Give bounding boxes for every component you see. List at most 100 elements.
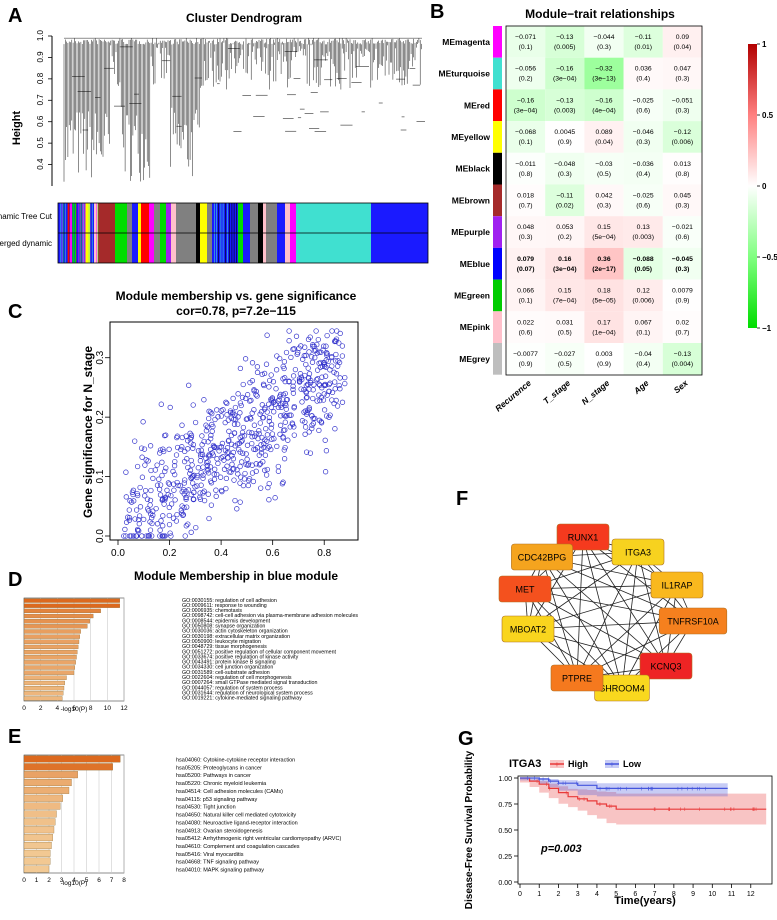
module-color-swatch [493,343,502,375]
heatmap-color-legend: 1 0.5 0 −0.5 −1 [748,40,777,333]
enrichment-x-tick-label: 4 [72,877,76,884]
scatter-point [171,463,178,469]
heatmap-cell [623,311,663,343]
scatter-axes: 0.0 0.2 0.4 0.6 0.8 0.0 0.1 0.2 0.3 [95,350,332,559]
dendrogram-y-ticks: 0.4 0.5 0.6 0.7 0.8 0.9 1.0 [36,29,52,170]
heatmap-cell-correlation: −0.32 [595,66,612,73]
scatter-point [251,446,257,452]
heatmap-cell-pvalue: (5e−05) [592,298,616,305]
heatmap-cell-pvalue: (0.4) [636,361,650,368]
scatter-point [162,533,168,539]
scatter-point [314,367,321,373]
scatter-point [226,437,232,443]
scatter-point [127,498,133,504]
heatmap-cell-pvalue: (0.01) [634,44,652,51]
scatter-point [290,346,296,352]
scatter-point [322,373,329,379]
survival-censor-low: + [616,786,620,793]
scatter-point [142,493,148,499]
scatter-point [249,434,255,440]
scatter-point [237,499,243,505]
panel-label-c: C [8,301,22,323]
module-color-swatch [493,216,502,248]
heatmap-cell [584,152,624,185]
heatmap-cell [545,26,585,58]
kegg-xlabel: -log10(P) [61,880,88,887]
scatter-point [229,461,235,467]
survival-x-tick-label: 1 [537,891,541,898]
scatter-point [231,421,238,427]
scatter-point [162,468,168,475]
scatter-point [301,353,307,359]
scatter-point [260,414,267,421]
scatter-point [140,419,146,425]
heatmap-cell-pvalue: (0.7) [519,203,533,210]
scatter-point [181,480,188,486]
scatter-point [323,413,330,419]
scatter-point [179,444,185,450]
scatter-point [235,471,241,477]
heatmap-cell-pvalue: (0.07) [517,266,535,273]
scatter-point [291,424,297,430]
enrichment-bar [23,834,53,842]
scatter-point [215,414,221,420]
scatter-point [190,402,196,408]
heatmap-cell-pvalue: (2e−17) [592,266,616,273]
heatmap-cell-correlation: 0.066 [517,288,534,295]
network-node [501,615,555,643]
heatmap-cell [623,26,663,58]
scatter-point [304,394,310,400]
scatter-point [319,374,325,380]
heatmap-trait-label: Sex [672,377,691,395]
scatter-point [167,530,173,536]
survival-censor-low: + [686,786,690,793]
scatter-point [172,471,178,478]
scatter-point [283,349,290,356]
heatmap-cell [662,247,702,280]
heatmap-cell [506,89,546,122]
scatter-point [310,342,316,348]
scatter-point [206,515,212,522]
scatter-point [245,461,252,467]
heatmap-cell [545,247,585,280]
heatmap-cell-pvalue: (0.05) [634,266,652,273]
scatter-point [165,491,171,498]
enrichment-term-label: GO:0007264: small GTPase mediated signal… [182,680,317,686]
heatmap-cell-correlation: 0.053 [556,224,573,231]
survival-x-tick-label: 12 [747,891,755,898]
scatter-point [192,484,198,490]
scatter-point [277,355,283,362]
enrichment-bar [23,603,120,608]
survival-x-tick-label: 0 [518,891,522,898]
scatter-point [166,481,173,487]
enrichment-term-label: hsa04080: Neuroactive ligand-receptor in… [176,820,298,826]
scatter-point [310,343,316,349]
scatter-point [215,460,221,467]
heatmap-cell-pvalue: (0.1) [636,329,650,336]
scatter-point [302,431,308,437]
network-node-label: TNFRSF10A [667,617,719,627]
scatter-point [194,472,200,479]
heatmap-cell-pvalue: (0.5) [597,171,611,178]
survival-x-tick-label: 2 [557,891,561,898]
scatter-y-tick-label: 0.2 [95,410,106,424]
heatmap-cell [662,89,702,122]
survival-legend-label: High [568,759,588,769]
scatter-point [332,338,338,345]
heatmap-cell-correlation: −0.13 [556,97,573,104]
scatter-ylabel: Gene significance for N_stage [81,346,95,518]
enrichment-term-label: GO:0030036: actin cytoskeleton organizat… [182,629,288,635]
scatter-point [336,359,343,366]
module-label: MEmagenta [442,37,490,47]
scatter-point [296,379,303,385]
scatter-point [159,472,165,479]
network-node [556,523,610,551]
scatter-point [251,407,257,413]
heatmap-cell [545,152,585,185]
scatter-point [300,356,306,362]
scatter-point [268,425,274,431]
scatter-subtitle: cor=0.78, p=7.2e−115 [176,304,296,318]
network-node [511,543,573,571]
scatter-point [135,527,141,534]
scatter-point [122,526,128,533]
